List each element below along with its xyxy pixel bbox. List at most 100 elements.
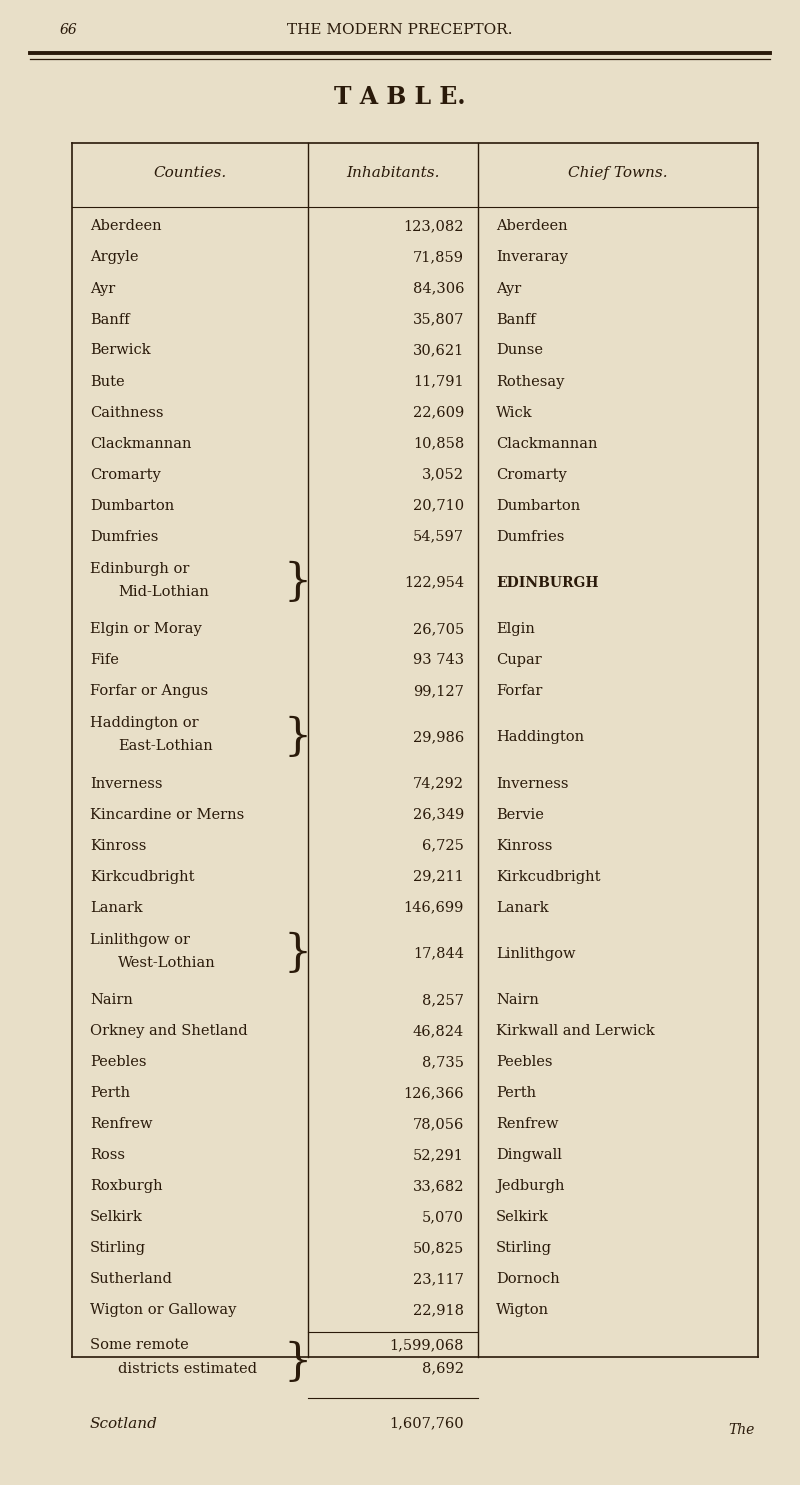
Text: districts estimated: districts estimated — [118, 1362, 257, 1375]
Text: 46,824: 46,824 — [413, 1025, 464, 1038]
Text: Selkirk: Selkirk — [496, 1210, 549, 1224]
Text: Kinross: Kinross — [90, 839, 146, 852]
Text: Renfrew: Renfrew — [90, 1117, 153, 1132]
Text: THE MODERN PRECEPTOR.: THE MODERN PRECEPTOR. — [287, 22, 513, 37]
Text: 54,597: 54,597 — [413, 530, 464, 544]
Text: Some remote: Some remote — [90, 1338, 189, 1353]
Text: Banff: Banff — [496, 312, 536, 327]
Text: Berwick: Berwick — [90, 343, 150, 358]
Text: Edinburgh or: Edinburgh or — [90, 561, 190, 576]
Text: }: } — [284, 561, 312, 604]
Text: Dingwall: Dingwall — [496, 1148, 562, 1161]
Text: Aberdeen: Aberdeen — [496, 220, 568, 233]
Text: Ross: Ross — [90, 1148, 125, 1161]
Text: 6,725: 6,725 — [422, 839, 464, 852]
Text: Aberdeen: Aberdeen — [90, 220, 162, 233]
Text: Stirling: Stirling — [496, 1241, 552, 1255]
Text: Roxburgh: Roxburgh — [90, 1179, 162, 1192]
Text: The: The — [729, 1423, 755, 1437]
Text: Dumfries: Dumfries — [90, 530, 158, 544]
Text: 26,705: 26,705 — [413, 622, 464, 636]
Text: Wigton or Galloway: Wigton or Galloway — [90, 1302, 236, 1317]
Text: Elgin: Elgin — [496, 622, 535, 636]
Text: 8,692: 8,692 — [422, 1362, 464, 1375]
Text: 122,954: 122,954 — [404, 576, 464, 590]
Text: 99,127: 99,127 — [413, 685, 464, 698]
Text: Orkney and Shetland: Orkney and Shetland — [90, 1025, 248, 1038]
Text: Forfar or Angus: Forfar or Angus — [90, 685, 208, 698]
Text: Argyle: Argyle — [90, 251, 138, 264]
Text: 22,918: 22,918 — [413, 1302, 464, 1317]
Text: Kirkcudbright: Kirkcudbright — [496, 870, 601, 884]
Text: 50,825: 50,825 — [413, 1241, 464, 1255]
Text: Bute: Bute — [90, 374, 125, 389]
Text: 26,349: 26,349 — [413, 808, 464, 821]
Text: EDINBURGH: EDINBURGH — [496, 576, 598, 590]
Text: 3,052: 3,052 — [422, 468, 464, 481]
Text: Peebles: Peebles — [496, 1054, 553, 1069]
Text: Dornoch: Dornoch — [496, 1273, 560, 1286]
Text: 29,986: 29,986 — [413, 731, 464, 744]
Text: 29,211: 29,211 — [414, 870, 464, 884]
Text: }: } — [284, 716, 312, 759]
Text: 52,291: 52,291 — [413, 1148, 464, 1161]
Text: Nairn: Nairn — [90, 993, 133, 1007]
Text: Haddington or: Haddington or — [90, 716, 198, 731]
Text: 123,082: 123,082 — [403, 220, 464, 233]
Text: }: } — [284, 933, 312, 976]
Text: Inveraray: Inveraray — [496, 251, 568, 264]
Text: Sutherland: Sutherland — [90, 1273, 173, 1286]
Text: 35,807: 35,807 — [413, 312, 464, 327]
Text: Dumfries: Dumfries — [496, 530, 564, 544]
Text: Perth: Perth — [496, 1086, 536, 1100]
Text: Lanark: Lanark — [496, 900, 549, 915]
Text: Dumbarton: Dumbarton — [90, 499, 174, 512]
Text: 1,607,760: 1,607,760 — [390, 1417, 464, 1430]
Text: Stirling: Stirling — [90, 1241, 146, 1255]
Text: T A B L E.: T A B L E. — [334, 85, 466, 108]
Text: Kirkwall and Lerwick: Kirkwall and Lerwick — [496, 1025, 654, 1038]
Text: Selkirk: Selkirk — [90, 1210, 143, 1224]
Text: 78,056: 78,056 — [413, 1117, 464, 1132]
Text: 66: 66 — [60, 22, 78, 37]
Text: Fife: Fife — [90, 653, 119, 667]
Text: Chief Towns.: Chief Towns. — [568, 166, 668, 180]
Text: Wigton: Wigton — [496, 1302, 549, 1317]
Text: Banff: Banff — [90, 312, 130, 327]
Text: Peebles: Peebles — [90, 1054, 146, 1069]
Text: Nairn: Nairn — [496, 993, 539, 1007]
Text: Haddington: Haddington — [496, 731, 584, 744]
Text: Inverness: Inverness — [90, 777, 162, 790]
Text: Elgin or Moray: Elgin or Moray — [90, 622, 202, 636]
Text: 8,257: 8,257 — [422, 993, 464, 1007]
Text: Clackmannan: Clackmannan — [90, 437, 191, 450]
Text: Jedburgh: Jedburgh — [496, 1179, 565, 1192]
Text: Perth: Perth — [90, 1086, 130, 1100]
Text: 5,070: 5,070 — [422, 1210, 464, 1224]
Text: 84,306: 84,306 — [413, 282, 464, 296]
Text: Kirkcudbright: Kirkcudbright — [90, 870, 194, 884]
Text: Cromarty: Cromarty — [496, 468, 566, 481]
Text: Linlithgow or: Linlithgow or — [90, 933, 190, 946]
Text: Cupar: Cupar — [496, 653, 542, 667]
Text: Ayr: Ayr — [90, 282, 115, 296]
Text: 8,735: 8,735 — [422, 1054, 464, 1069]
Text: 33,682: 33,682 — [413, 1179, 464, 1192]
Text: }: } — [284, 1341, 312, 1384]
Text: Linlithgow: Linlithgow — [496, 947, 575, 961]
Text: Wick: Wick — [496, 405, 533, 419]
Text: Lanark: Lanark — [90, 900, 142, 915]
Text: Forfar: Forfar — [496, 685, 542, 698]
Text: Inverness: Inverness — [496, 777, 569, 790]
Text: Renfrew: Renfrew — [496, 1117, 558, 1132]
Text: East-Lothian: East-Lothian — [118, 740, 213, 753]
Text: Kincardine or Merns: Kincardine or Merns — [90, 808, 244, 821]
Text: 146,699: 146,699 — [404, 900, 464, 915]
Text: Bervie: Bervie — [496, 808, 544, 821]
Text: Clackmannan: Clackmannan — [496, 437, 598, 450]
Text: Ayr: Ayr — [496, 282, 522, 296]
Text: Inhabitants.: Inhabitants. — [346, 166, 440, 180]
Text: West-Lothian: West-Lothian — [118, 956, 216, 970]
Text: Scotland: Scotland — [90, 1417, 158, 1430]
Text: Caithness: Caithness — [90, 405, 163, 419]
